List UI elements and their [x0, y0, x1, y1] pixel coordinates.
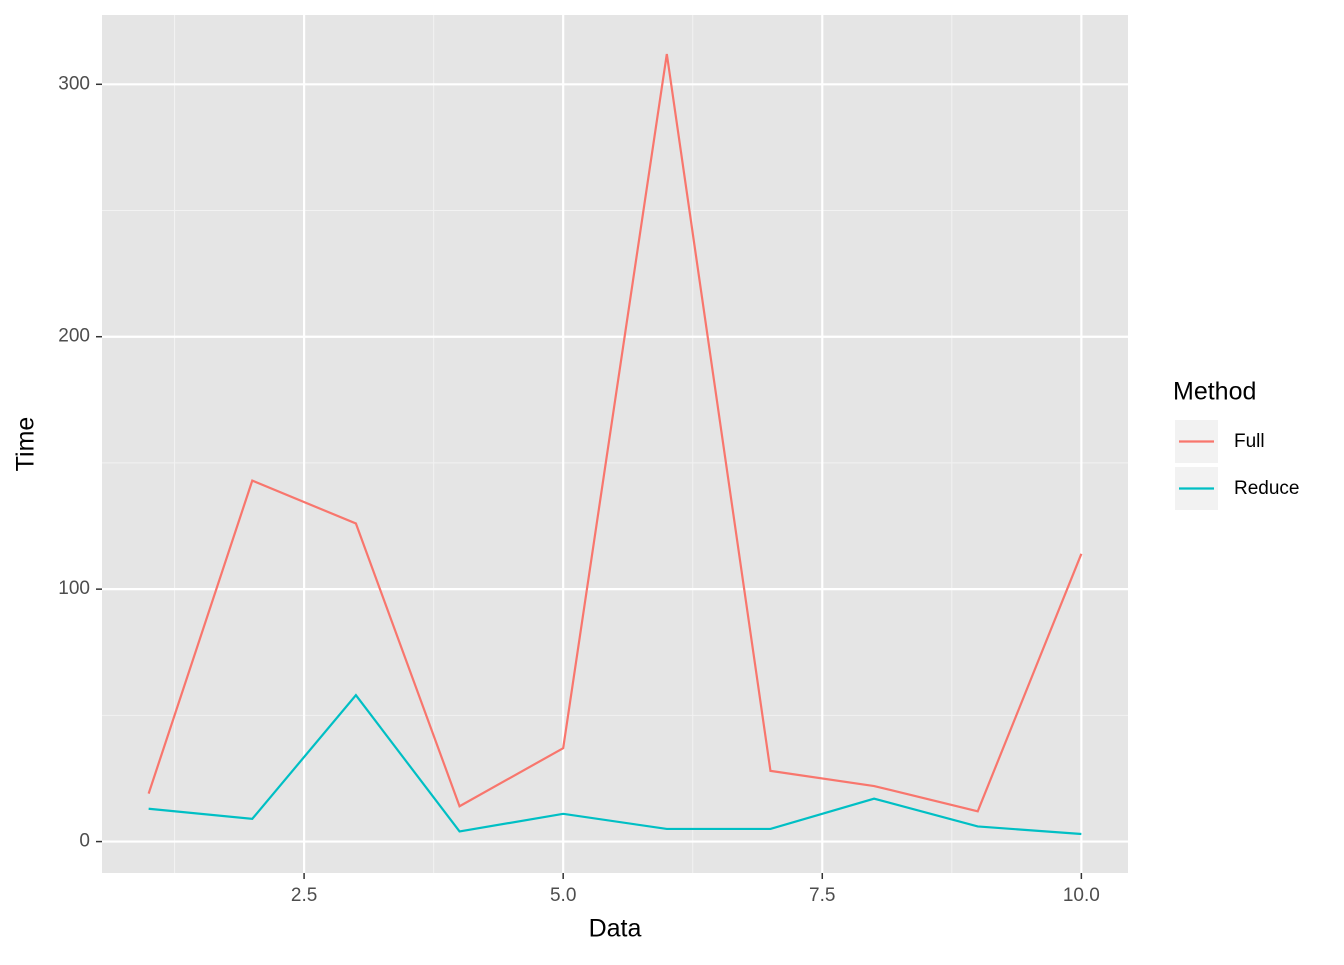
- panel: [102, 15, 1128, 873]
- x-axis-title: Data: [589, 915, 642, 943]
- x-tick-label: 10.0: [1063, 885, 1100, 906]
- series-line: [147, 53, 1083, 813]
- y-tick-label: 0: [79, 831, 90, 852]
- x-tick-label: 7.5: [809, 885, 835, 906]
- y-tick-label: 300: [58, 73, 90, 94]
- x-tick-label: 5.0: [550, 885, 576, 906]
- lines: [147, 53, 1083, 836]
- legend-label: Reduce: [1234, 478, 1300, 499]
- grid: [102, 15, 1128, 873]
- y-axis-title: Time: [12, 417, 40, 472]
- y-tick-label: 200: [58, 326, 90, 347]
- x-tick-label: 2.5: [291, 885, 317, 906]
- series-line: [148, 693, 1082, 836]
- legend-title: Method: [1173, 378, 1256, 406]
- legend-label: Full: [1234, 431, 1265, 452]
- y-tick-label: 100: [58, 578, 90, 599]
